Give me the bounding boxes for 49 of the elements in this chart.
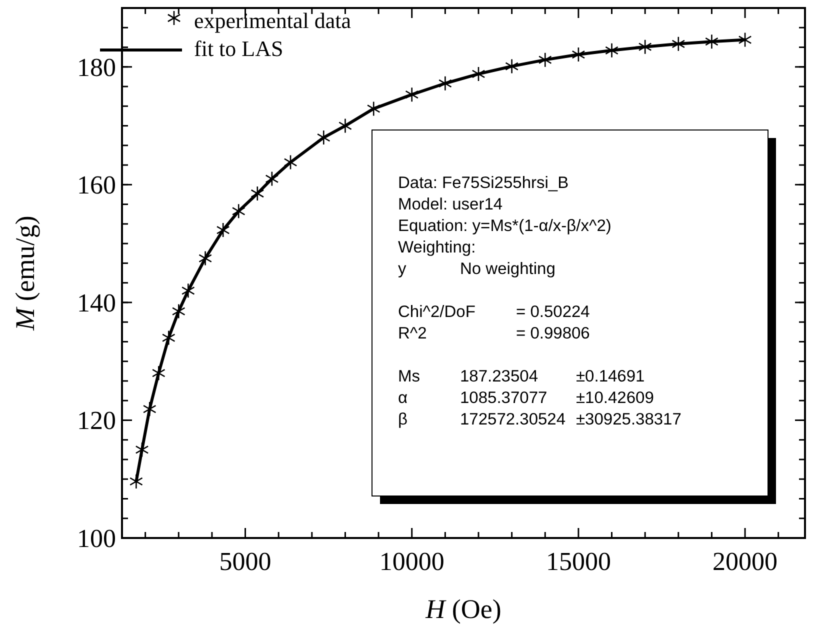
point: [638, 39, 652, 55]
annotation: Model: user14: [398, 196, 503, 214]
point: [172, 304, 186, 319]
x-tick-label: 20000: [712, 547, 778, 576]
x-tick-label: 5000: [219, 547, 272, 576]
x-axis-title: H (Oe): [424, 594, 502, 624]
point: [366, 101, 380, 116]
point: [538, 52, 552, 68]
annotation: Weighting:: [398, 238, 476, 256]
text: α 1085.37077 ±10.42609: [398, 389, 654, 407]
text: Chi^2/DoF = 0.50224: [398, 303, 590, 321]
point: [232, 204, 246, 219]
point: [129, 474, 143, 490]
point: [152, 365, 166, 381]
text: y No weighting: [398, 260, 556, 278]
annotation: Data: Fe75Si255hrsi_B: [398, 174, 569, 192]
point: [338, 118, 352, 134]
point: [405, 86, 419, 102]
point: [162, 330, 176, 346]
legend-label: fit to LAS: [194, 36, 284, 61]
point: [142, 401, 156, 417]
point: [738, 32, 752, 48]
point: [505, 58, 519, 74]
point: [672, 36, 686, 52]
point: [316, 130, 330, 146]
x-tick-label: 15000: [546, 547, 611, 576]
y-tick-label: 140: [77, 288, 116, 318]
y-tick-label: 160: [77, 170, 116, 200]
point: [181, 283, 195, 298]
point: [265, 171, 279, 186]
point: [284, 154, 298, 170]
point: [572, 46, 586, 62]
y-tick-label: 180: [77, 52, 116, 82]
annotation: Equation: y=Ms*(1-α/x-β/x^2): [398, 217, 612, 235]
y-tick-label: 100: [77, 524, 116, 553]
y-tick-label: 120: [77, 406, 116, 436]
text: β 172572.30524 ±30925.38317: [398, 410, 682, 428]
point: [438, 76, 452, 92]
point: [472, 66, 486, 82]
y-axis-title: M (emu/g): [10, 216, 40, 332]
legend-label: experimental data: [194, 8, 352, 33]
x-tick-label: 10000: [379, 547, 444, 576]
point: [216, 222, 230, 238]
point: [705, 34, 718, 50]
point: [250, 186, 264, 202]
point: [198, 250, 212, 266]
text: Ms 187.23504 ±0.14691: [398, 368, 645, 386]
text: R^2 = 0.99806: [398, 324, 590, 342]
point: [605, 42, 618, 58]
